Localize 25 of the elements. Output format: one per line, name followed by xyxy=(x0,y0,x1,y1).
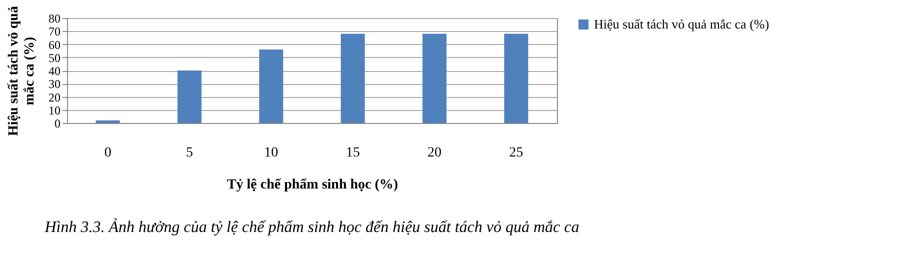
y-tick-label: 80 xyxy=(48,12,60,26)
bar xyxy=(96,120,120,123)
legend-label: Hiệu suất tách vỏ quả mắc ca (%) xyxy=(594,16,770,32)
bar xyxy=(178,70,202,123)
x-tick-label: 20 xyxy=(428,146,442,160)
x-tick-label: 5 xyxy=(186,146,193,160)
y-tick-label: 30 xyxy=(48,77,60,92)
text: Hình 3.3. Ảnh hưởng của tỷ lệ chế phẩm sinh học đến hiệu suất tách vỏ quả mắc ca xyxy=(44,218,580,236)
y-axis-title: Hiệu suất tách vỏ quả mắc ca (%) xyxy=(6,6,38,136)
x-tick-label: 25 xyxy=(509,146,524,160)
y-tick-label: 50 xyxy=(48,50,60,65)
x-tick-label: 15 xyxy=(346,146,360,160)
y-tick-label: 60 xyxy=(48,38,60,52)
y-tick-label: 70 xyxy=(48,24,60,39)
bar xyxy=(504,34,528,123)
y-tick-label: 20 xyxy=(48,90,60,104)
x-axis-title: Tỷ lệ chế phẩm sinh học (%) xyxy=(226,178,398,192)
bar xyxy=(340,34,365,123)
y-tick-label: 10 xyxy=(48,103,60,118)
bar xyxy=(259,50,284,123)
y-tick-label: 40 xyxy=(48,64,60,78)
bar xyxy=(422,34,446,123)
x-tick-label: 10 xyxy=(264,146,278,160)
y-tick-label: 0 xyxy=(54,116,60,130)
x-tick-label: 0 xyxy=(104,146,112,160)
